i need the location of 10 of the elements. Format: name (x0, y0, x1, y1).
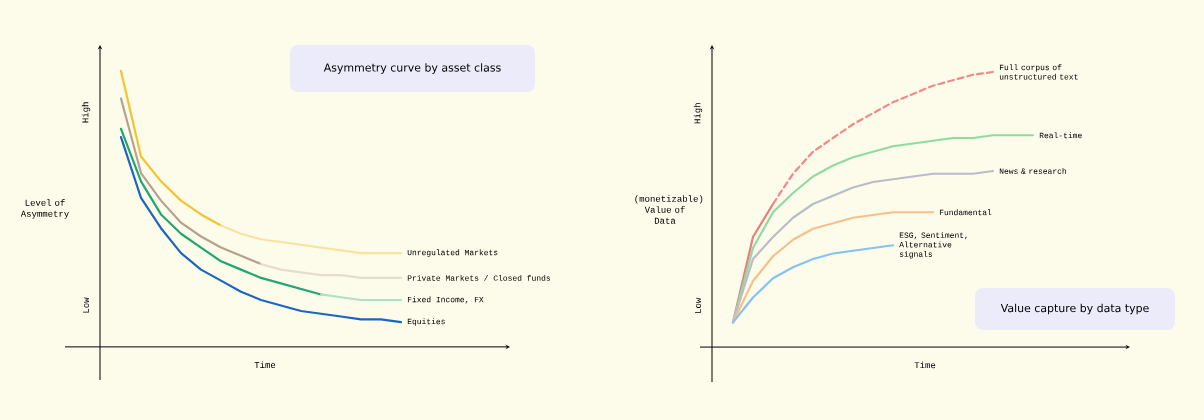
text: Value capture by data type (1000, 303, 1149, 315)
y-axis-title: Level of Asymmetry (20, 199, 69, 219)
chart-title: Asymmetry curve by asset class (323, 63, 501, 74)
text: Low (695, 297, 702, 313)
text: High (81, 102, 91, 123)
x-axis-title: Time (914, 361, 936, 369)
x-axis-title: Time (254, 361, 276, 369)
text: Low (83, 297, 89, 313)
y-axis-title: (monetizable) Value of Data (635, 195, 703, 224)
text: High (693, 103, 703, 124)
